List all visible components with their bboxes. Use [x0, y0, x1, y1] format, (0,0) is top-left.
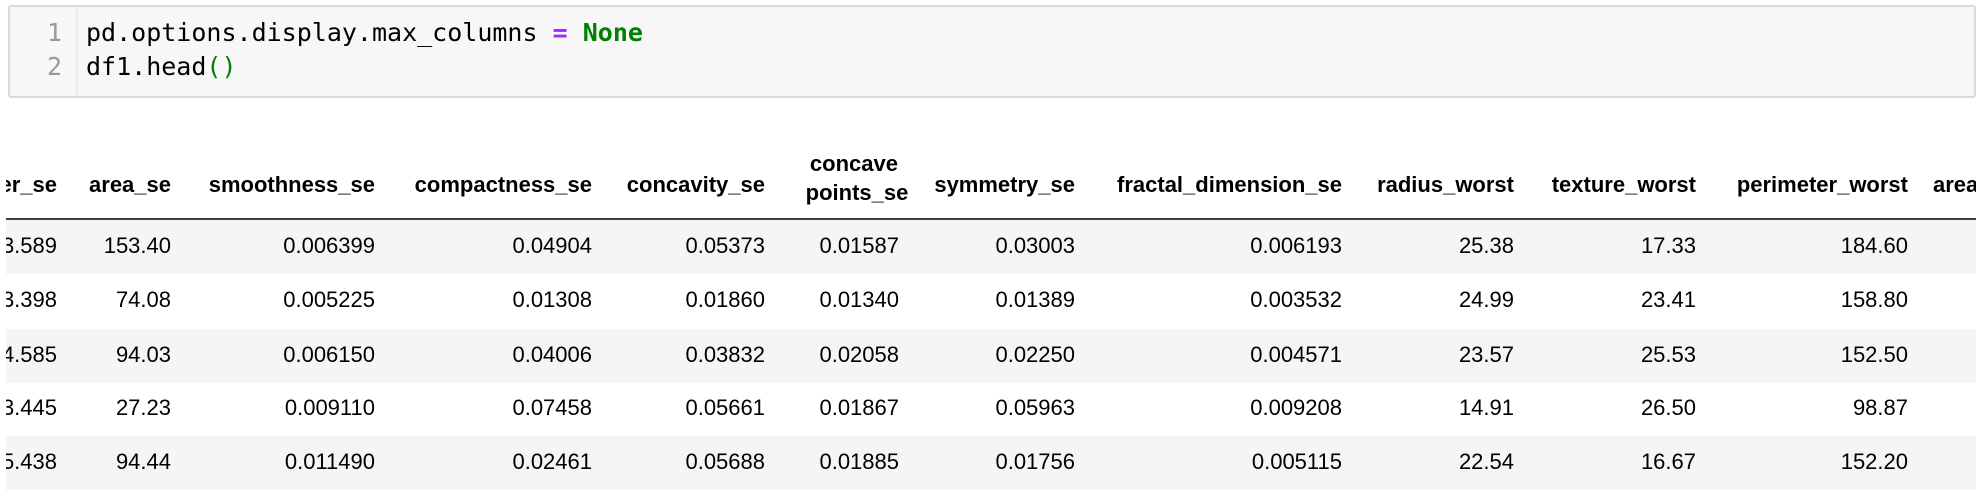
table-cell: 25.53 [1641, 342, 1696, 367]
table-cell: 94.03 [116, 342, 171, 367]
code-token: = [553, 18, 568, 47]
code-line: df1.head() [86, 52, 237, 81]
table-cell: 24.99 [1459, 287, 1514, 312]
table-cell: 0.005225 [283, 287, 375, 312]
column-header: texture_worst [1552, 172, 1697, 197]
column-header: er_se [0, 172, 57, 197]
table-cell: 0.006399 [283, 233, 375, 258]
table-cell: 0.009110 [285, 395, 375, 420]
code-line: pd.options.display.max_columns = None [86, 18, 643, 47]
table-cell: 0.01867 [819, 395, 899, 420]
table-cell: 0.05688 [685, 449, 765, 474]
table-cell: 4.585 [2, 342, 57, 367]
code-cell[interactable] [8, 5, 1976, 98]
table-cell: 0.005115 [1252, 449, 1342, 474]
table-cell: 16.67 [1641, 449, 1696, 474]
line-number: 2 [47, 52, 62, 81]
table-cell: 158.80 [1841, 287, 1908, 312]
column-header: smoothness_se [209, 172, 375, 197]
code-token: () [206, 52, 236, 81]
column-header: radius_worst [1377, 172, 1515, 197]
column-header: fractal_dimension_se [1117, 172, 1342, 197]
table-cell: 3.589 [2, 233, 57, 258]
table-cell: 0.011490 [285, 449, 375, 474]
table-cell: 0.01860 [685, 287, 765, 312]
table-cell: 3.398 [2, 287, 57, 312]
column-header: area_se [89, 172, 171, 197]
table-cell: 0.04006 [512, 342, 592, 367]
table-cell: 17.33 [1641, 233, 1696, 258]
code-token: None [583, 18, 643, 47]
table-cell: 153.40 [104, 233, 171, 258]
table-cell: 0.003532 [1250, 287, 1342, 312]
table-cell: 0.01756 [995, 449, 1075, 474]
table-cell: 94.44 [116, 449, 171, 474]
column-header: concavity_se [627, 172, 765, 197]
code-token: pd.options.display.max_columns [86, 18, 553, 47]
row-stripe [6, 436, 1976, 490]
table-cell: 0.05661 [685, 395, 765, 420]
table-cell: 0.02058 [819, 342, 899, 367]
table-cell: 152.20 [1841, 449, 1908, 474]
code-area: 1 pd.options.display.max_columns = None 2 d… [47, 18, 643, 81]
table: er_se area_se smoothness_se compactness_se c… [0, 151, 1982, 490]
table-cell: 0.03832 [685, 342, 765, 367]
table-cell: 0.01340 [819, 287, 899, 312]
column-header: symmetry_se [934, 172, 1075, 197]
table-cell: 0.009208 [1250, 395, 1342, 420]
table-cell: 0.02461 [512, 449, 592, 474]
line-number: 1 [47, 18, 62, 47]
table-cell: 0.07458 [512, 395, 592, 420]
code-token: df1.head [86, 52, 206, 81]
column-header: perimeter_worst [1737, 172, 1909, 197]
table-cell: 152.50 [1841, 342, 1908, 367]
table-cell: 0.006150 [283, 342, 375, 367]
table-cell: 74.08 [116, 287, 171, 312]
table-cell: 14.91 [1459, 395, 1514, 420]
row-stripe [6, 329, 1976, 383]
table-cell: 0.006193 [1250, 233, 1342, 258]
table-cell: 0.01389 [995, 287, 1075, 312]
table-cell: 0.05963 [995, 395, 1075, 420]
column-header: area_worst [1933, 172, 1982, 197]
table-cell: 184.60 [1841, 233, 1908, 258]
table-cell: 0.01885 [819, 449, 899, 474]
table-cell: 22.54 [1459, 449, 1514, 474]
table-cell: 23.57 [1459, 342, 1514, 367]
row-stripe [6, 220, 1976, 274]
table-cell: 98.87 [1853, 395, 1908, 420]
column-header: compactness_se [415, 172, 592, 197]
table-cell: 23.41 [1641, 287, 1696, 312]
table-cell: 0.02250 [995, 342, 1075, 367]
table-cell: 0.04904 [512, 233, 592, 258]
table-cell: 0.03003 [995, 233, 1075, 258]
table-cell: 3.445 [2, 395, 57, 420]
table-cell: 5.438 [2, 449, 57, 474]
table-cell: 27.23 [116, 395, 171, 420]
table-cell: 0.05373 [685, 233, 765, 258]
table-cell: 25.38 [1459, 233, 1514, 258]
column-header: concave points_se [806, 151, 909, 205]
table-cell: 0.004571 [1250, 342, 1342, 367]
table-cell: 0.01587 [819, 233, 899, 258]
code-token [568, 18, 583, 47]
table-cell: 26.50 [1641, 395, 1696, 420]
table-cell: 0.01308 [512, 287, 592, 312]
